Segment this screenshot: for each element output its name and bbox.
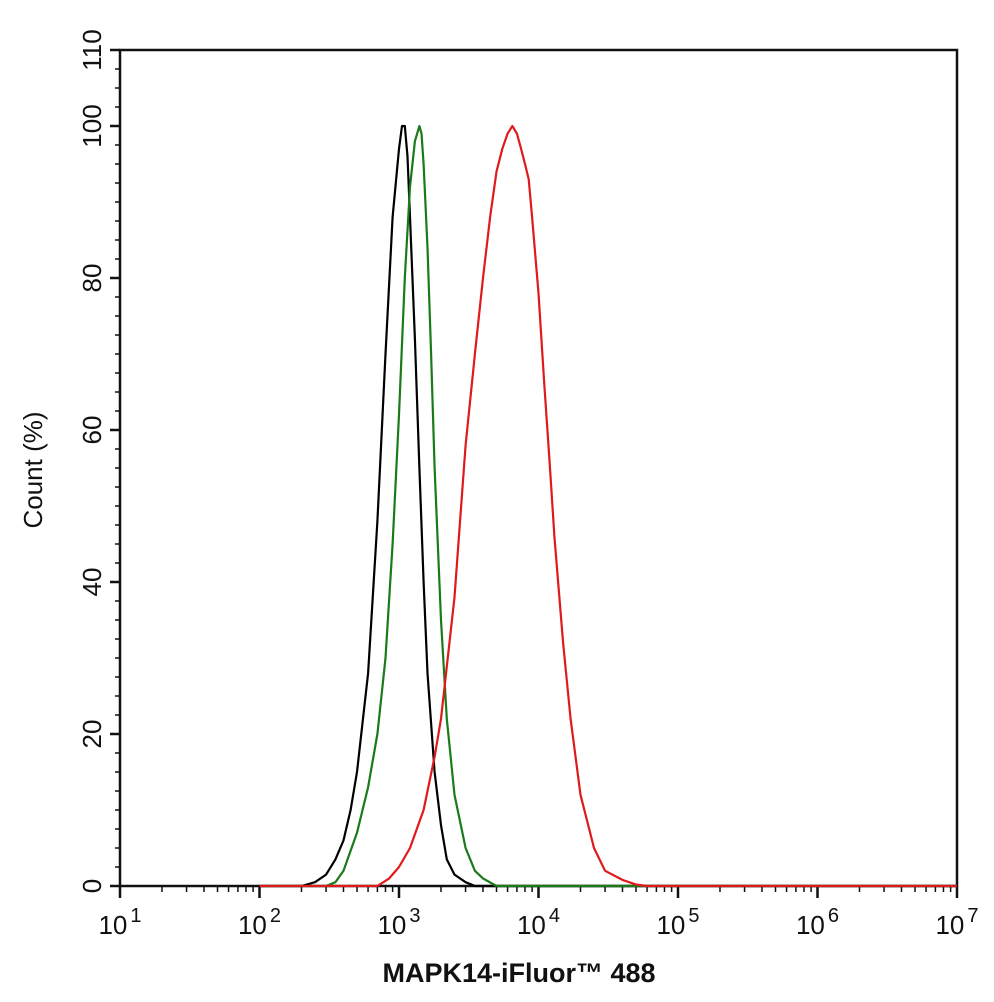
y-tick-label: 40 xyxy=(77,568,107,597)
y-tick-label: 80 xyxy=(77,264,107,293)
y-tick-label: 60 xyxy=(77,416,107,445)
series-layer xyxy=(259,124,957,888)
x-tick-label: 10 3 xyxy=(377,905,420,940)
x-tick-exponent: 3 xyxy=(409,905,420,927)
y-tick-label: 20 xyxy=(77,720,107,749)
x-tick-exponent: 5 xyxy=(688,905,699,927)
x-tick-label: 10 5 xyxy=(656,905,699,940)
x-tick-exponent: 7 xyxy=(967,905,978,927)
x-tick-exponent: 6 xyxy=(828,905,839,927)
y-tick-label: 110 xyxy=(77,29,107,70)
x-axis-ticks: 10 1 10 2 10 3 10 4 10 5 10 6 10 7 xyxy=(98,886,979,940)
x-axis-title: MAPK14-iFluor™ 488 xyxy=(382,958,655,988)
x-tick-exponent: 2 xyxy=(270,905,281,927)
x-tick-base: 10 xyxy=(517,910,546,940)
x-tick-base: 10 xyxy=(377,910,406,940)
y-tick-label: 100 xyxy=(77,104,107,147)
y-tick-label: 0 xyxy=(77,879,107,893)
series-line-2 xyxy=(259,124,957,888)
x-tick-label: 10 2 xyxy=(238,905,281,940)
x-tick-base: 10 xyxy=(796,910,825,940)
x-tick-base: 10 xyxy=(98,910,127,940)
x-tick-label: 10 1 xyxy=(98,905,141,940)
y-axis-title: Count (%) xyxy=(18,411,48,528)
plot-frame xyxy=(118,48,959,888)
x-tick-base: 10 xyxy=(238,910,267,940)
series-line-1 xyxy=(259,124,957,888)
x-tick-exponent: 4 xyxy=(549,905,560,927)
series-line-3 xyxy=(259,124,957,888)
x-tick-label: 10 6 xyxy=(796,905,839,940)
x-tick-label: 10 4 xyxy=(517,905,560,940)
x-tick-label: 10 7 xyxy=(935,905,978,940)
x-tick-base: 10 xyxy=(656,910,685,940)
y-axis-ticks: 0 20 40 60 80 100 110 xyxy=(77,29,120,893)
x-tick-exponent: 1 xyxy=(130,905,141,927)
x-tick-base: 10 xyxy=(935,910,964,940)
